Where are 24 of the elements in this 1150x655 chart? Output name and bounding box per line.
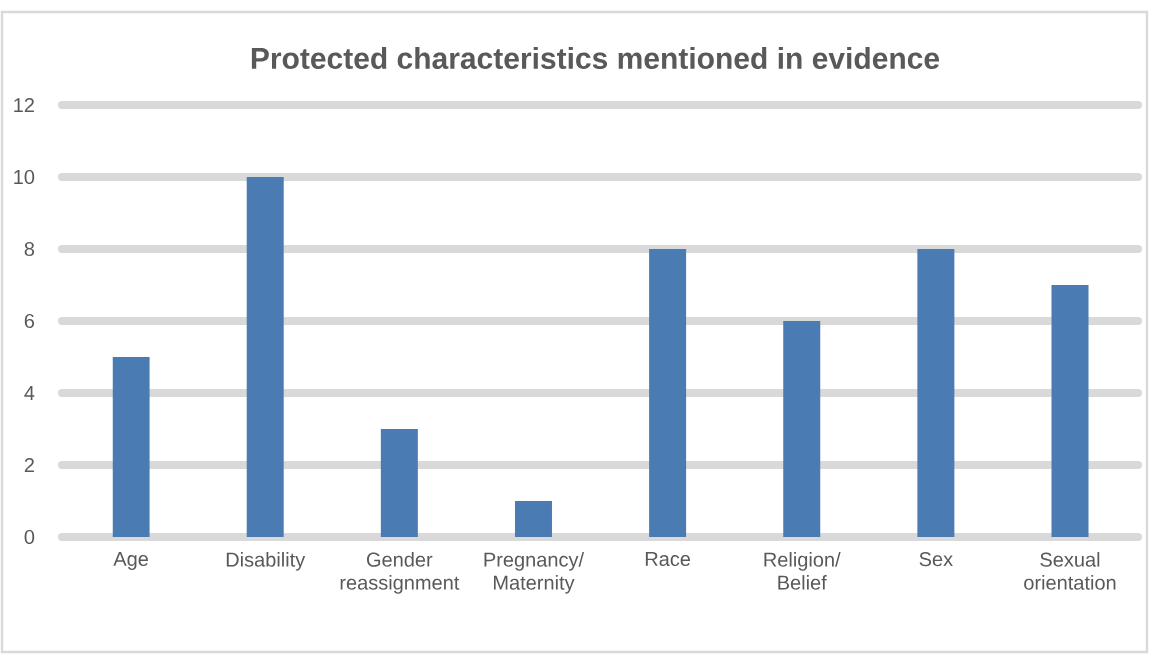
y-tick-label: 12 [14,98,34,112]
chart-title: Protected characteristics mentioned in evidence [251,46,940,69]
x-tick-label: Pregnancy/ Maternity [484,552,585,594]
x-tick-label: Age [113,552,148,570]
y-tick-label: 4 [24,386,35,400]
bar [649,249,687,537]
bar [246,177,284,537]
x-tick-label: Race [645,552,691,567]
x-tick-label: Sexual orientation [1024,552,1116,590]
bar [514,501,552,537]
y-tick-label: 2 [24,458,34,472]
x-tick-label: Disability [226,552,306,571]
x-tick-label: Gender reassignment [340,552,460,594]
y-tick-label: 6 [24,313,35,329]
y-tick-label: 0 [24,529,35,545]
x-tick-label: Sex [919,552,953,567]
bar [380,429,418,537]
bar [783,321,821,537]
y-tick-label: 8 [24,241,35,257]
y-tick-label: 10 [14,169,35,185]
bar [917,249,955,537]
x-tick-label: Religion/ Belief [764,552,841,590]
bar [1051,285,1089,537]
bar [112,357,150,537]
